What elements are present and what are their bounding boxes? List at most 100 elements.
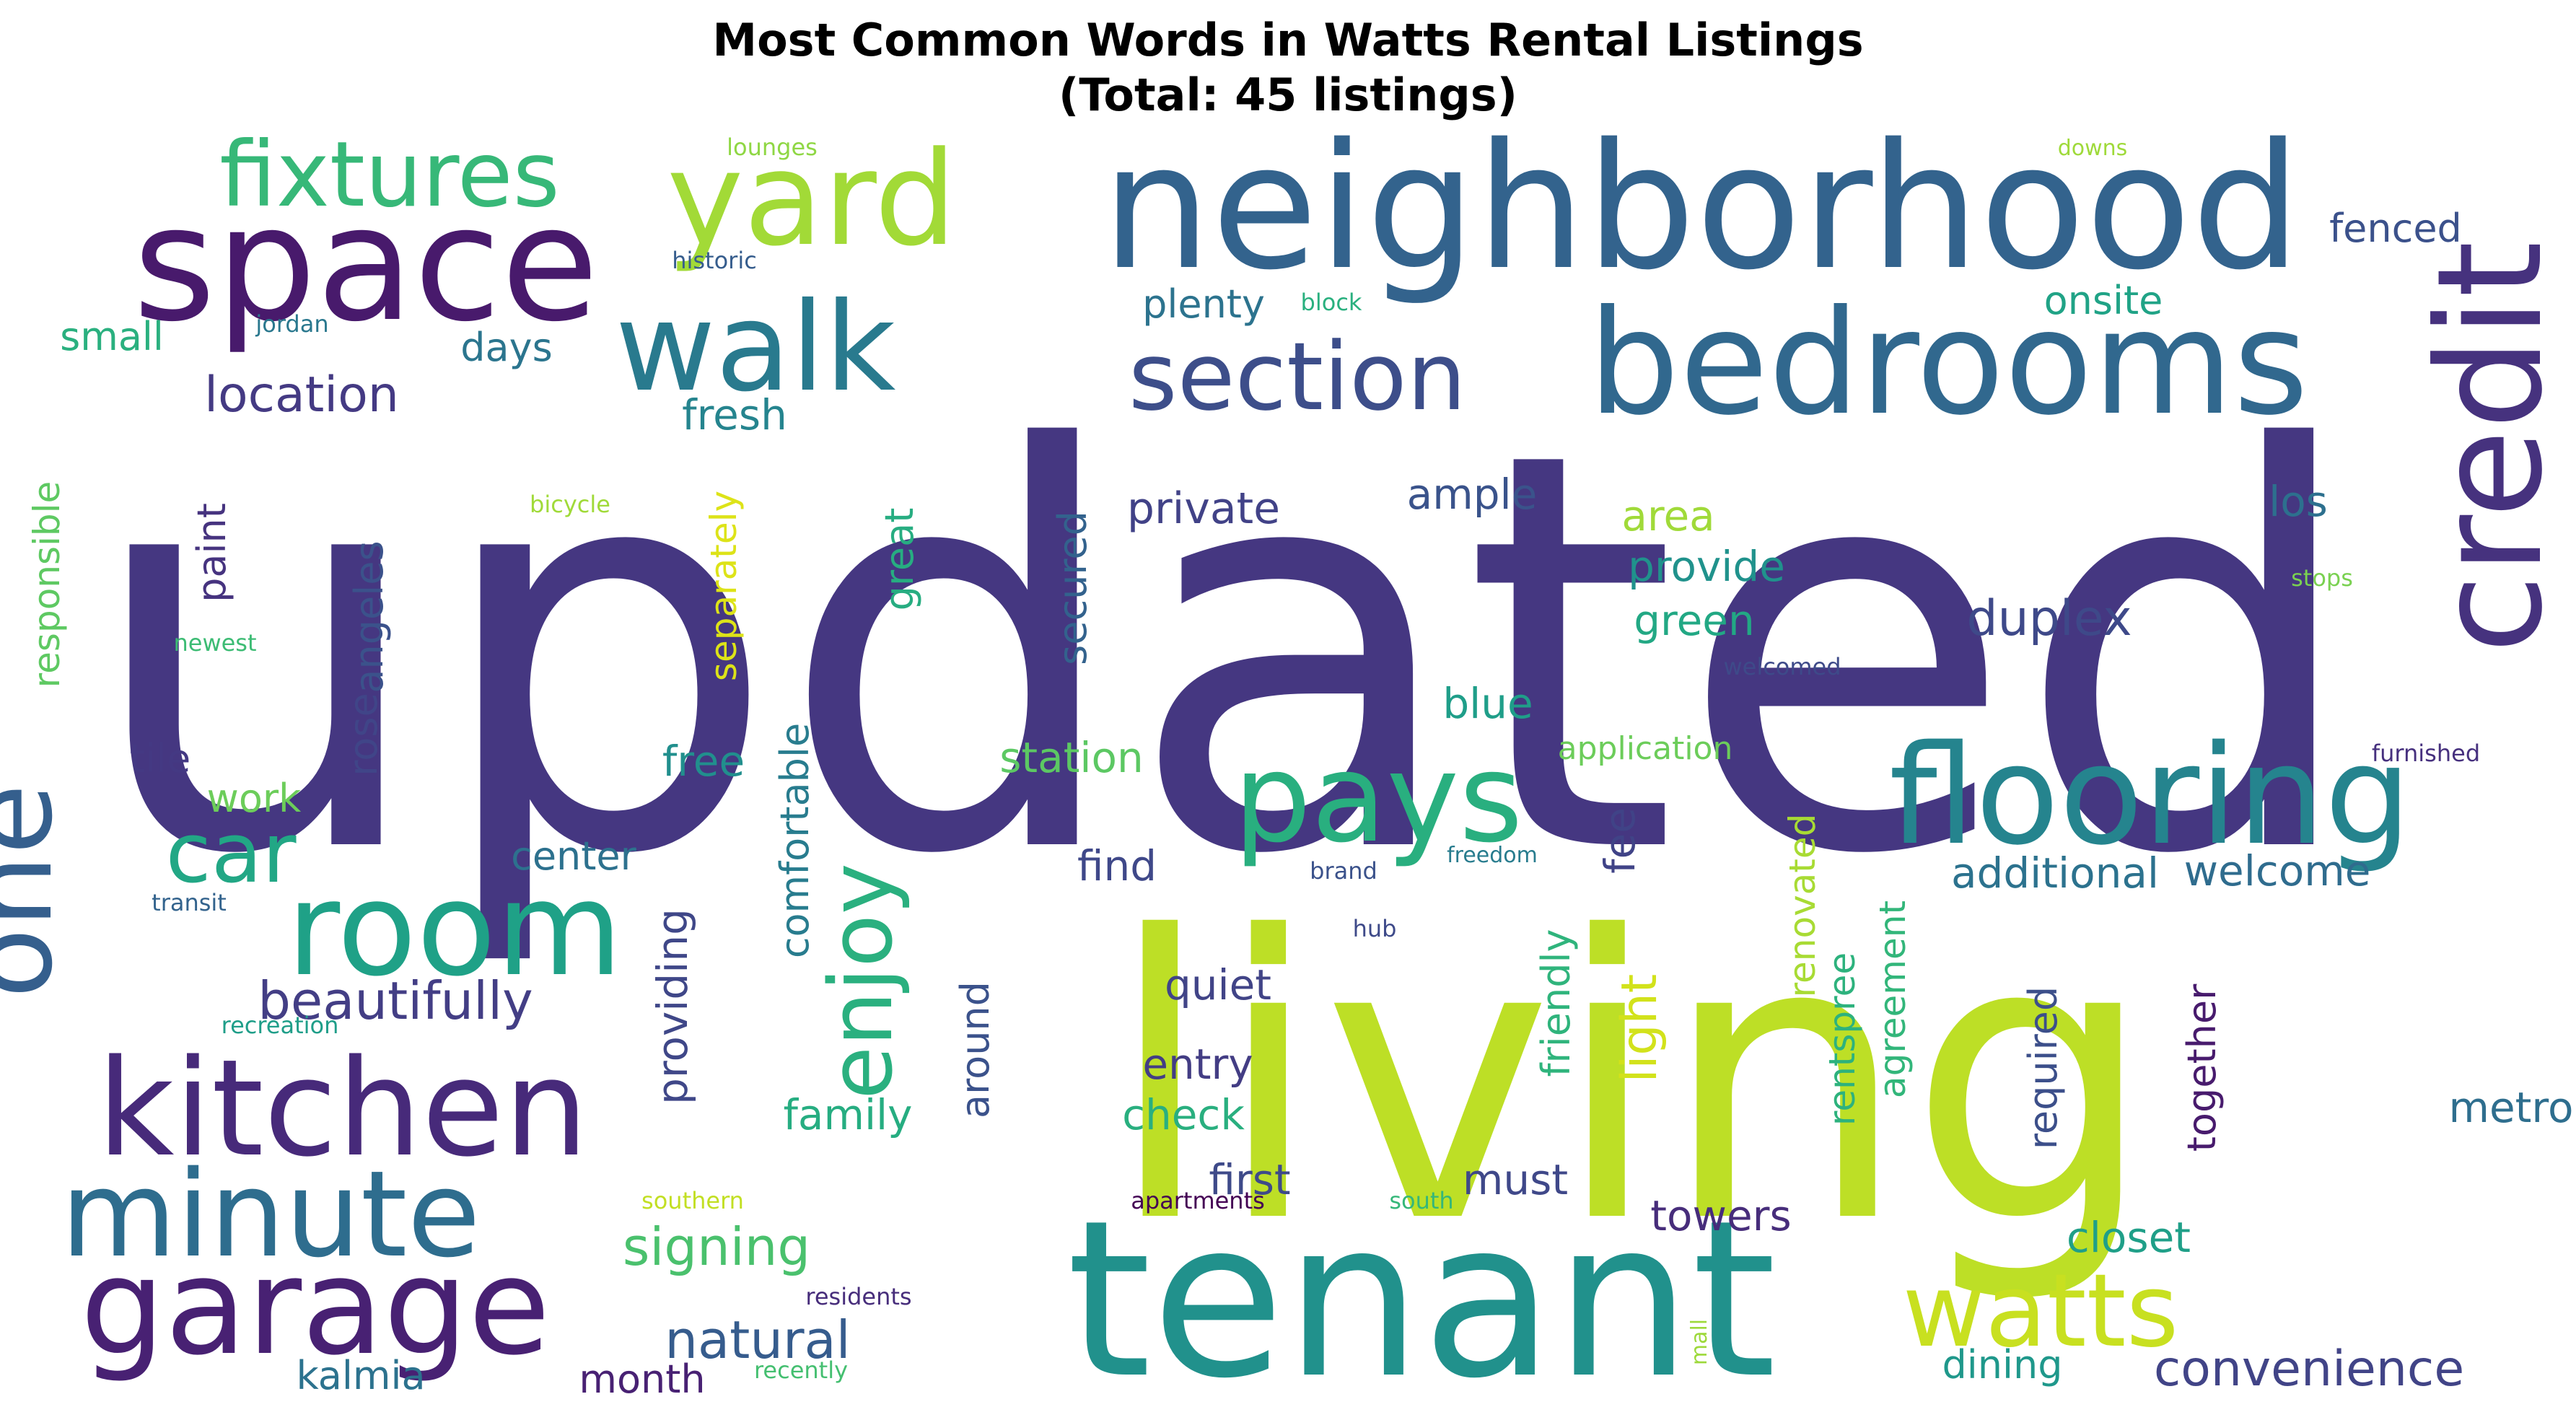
word-tile: tile [130, 736, 190, 781]
word-together: together [2179, 983, 2225, 1152]
word-around: around [952, 981, 998, 1118]
word-first: first [1209, 1155, 1290, 1204]
word-room: room [286, 854, 623, 1005]
word-dining: dining [1942, 1342, 2062, 1388]
word-updated: updated [83, 336, 2363, 974]
word-friendly: friendly [1533, 929, 1579, 1077]
word-jordan: jordan [255, 310, 328, 338]
word-residents: residents [805, 1283, 911, 1310]
word-renovated: renovated [1782, 814, 1823, 998]
word-watts: watts [1902, 1253, 2178, 1370]
word-responsible: responsible [26, 481, 68, 688]
word-lounges: lounges [727, 133, 818, 161]
word-small: small [60, 314, 164, 359]
word-block: block [1301, 289, 1362, 316]
word-garage: garage [80, 1229, 550, 1385]
word-beautifully: beautifully [258, 970, 533, 1031]
word-station: station [999, 733, 1144, 782]
word-angeles: angeles [346, 540, 392, 693]
chart-title-line-2: (Total: 45 listings) [1058, 69, 1517, 121]
word-private: private [1127, 483, 1280, 534]
word-credit: credit [2406, 241, 2575, 654]
word-provide: provide [1628, 542, 1785, 591]
word-paint: paint [189, 503, 235, 602]
word-fixtures: fixtures [219, 123, 560, 227]
word-neighborhood: neighborhood [1102, 106, 2302, 308]
word-bicycle: bicycle [530, 491, 610, 518]
word-welcomed: welcomed [1723, 653, 1841, 680]
word-ample: ample [1407, 470, 1538, 519]
word-natural: natural [665, 1310, 850, 1370]
word-duplex: duplex [1966, 590, 2132, 647]
word-section: section [1129, 322, 1466, 431]
word-check: check [1122, 1090, 1245, 1139]
word-furnished: furnished [2372, 740, 2480, 767]
word-space: space [133, 172, 598, 356]
word-tenant: tenant [1066, 1174, 1777, 1420]
word-fenced: fenced [2329, 206, 2462, 251]
word-signing: signing [623, 1217, 810, 1277]
word-green: green [1634, 596, 1755, 645]
word-transit: transit [152, 889, 227, 916]
word-bedrooms: bedrooms [1588, 279, 2309, 447]
word-mall: mall [1687, 1319, 1712, 1365]
word-fresh: fresh [682, 390, 787, 439]
word-plenty: plenty [1142, 281, 1265, 327]
word-month: month [579, 1357, 705, 1402]
word-one: one [0, 784, 78, 999]
chart-title-line-1: Most Common Words in Watts Rental Listin… [712, 14, 1864, 66]
word-kitchen: kitchen [97, 1030, 588, 1186]
word-rose: rose [341, 693, 386, 776]
word-must: must [1463, 1155, 1568, 1204]
word-great: great [877, 508, 922, 611]
word-fee: fee [1595, 807, 1644, 874]
word-southern: southern [641, 1187, 744, 1214]
word-walk: walk [615, 276, 896, 419]
word-minute: minute [61, 1145, 481, 1284]
word-stops: stops [2291, 564, 2353, 592]
word-location: location [204, 367, 399, 424]
word-family: family [783, 1090, 912, 1139]
word-newest: newest [173, 629, 256, 657]
word-apartments: apartments [1131, 1187, 1265, 1214]
word-kalmia: kalmia [296, 1353, 425, 1398]
word-find: find [1077, 841, 1157, 890]
word-metro: metro [2449, 1083, 2574, 1132]
word-center: center [511, 833, 637, 879]
word-work: work [207, 776, 302, 821]
word-recreation: recreation [222, 1012, 339, 1039]
word-convenience: convenience [2154, 1341, 2464, 1398]
word-freedom: freedom [1447, 843, 1538, 868]
word-area: area [1621, 491, 1714, 540]
word-welcome: welcome [2184, 846, 2371, 895]
word-required: required [2020, 986, 2066, 1149]
word-onsite: onsite [2044, 278, 2163, 323]
word-quiet: quiet [1165, 960, 1271, 1009]
word-blue: blue [1442, 679, 1533, 728]
word-south: south [1389, 1187, 1453, 1214]
word-towers: towers [1650, 1191, 1791, 1240]
word-comfortable: comfortable [772, 723, 818, 958]
word-living: living [1106, 855, 2156, 1308]
word-historic: historic [672, 247, 757, 274]
chart-title: Most Common Words in Watts Rental Listin… [0, 13, 2576, 123]
word-enjoy: enjoy [812, 863, 912, 1100]
word-downs: downs [2058, 136, 2128, 161]
word-recently: recently [754, 1357, 848, 1384]
word-days: days [460, 325, 552, 370]
word-closet: closet [2067, 1213, 2191, 1262]
word-separately: separately [703, 491, 745, 681]
word-los: los [2269, 477, 2328, 526]
word-providing: providing [648, 908, 697, 1105]
word-flooring: flooring [1889, 716, 2411, 875]
word-additional: additional [1951, 849, 2159, 898]
word-light: light [1611, 974, 1668, 1083]
word-free: free [662, 737, 745, 786]
word-hub: hub [1353, 915, 1397, 942]
word-application: application [1558, 730, 1733, 767]
word-entry: entry [1142, 1040, 1253, 1089]
word-rentspree: rentspree [1821, 952, 1863, 1126]
word-agreement: agreement [1872, 900, 1914, 1098]
word-yard: yard [667, 124, 957, 275]
